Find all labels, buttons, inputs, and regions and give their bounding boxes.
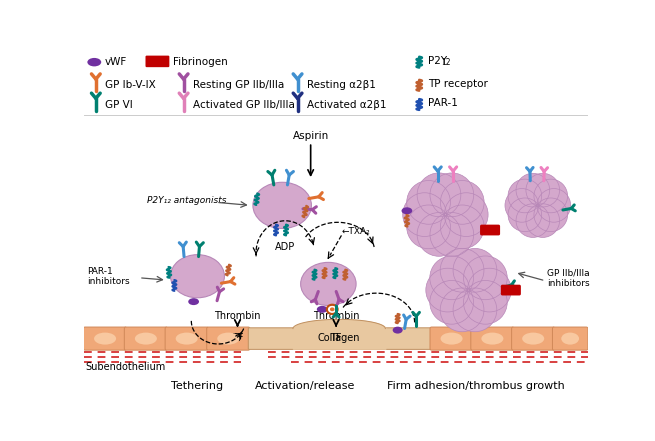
Text: Fibrinogen: Fibrinogen xyxy=(173,57,227,67)
Ellipse shape xyxy=(440,180,484,224)
Text: Tethering: Tethering xyxy=(172,381,223,391)
Text: PAR-1: PAR-1 xyxy=(428,98,458,108)
Text: Collagen: Collagen xyxy=(318,333,360,343)
Text: vWF: vWF xyxy=(105,57,127,67)
Ellipse shape xyxy=(526,173,559,207)
Text: ←TXA₂: ←TXA₂ xyxy=(341,227,370,236)
Ellipse shape xyxy=(188,298,199,305)
Ellipse shape xyxy=(441,333,462,344)
FancyBboxPatch shape xyxy=(165,327,208,350)
Ellipse shape xyxy=(505,189,538,222)
Text: GP IIb/IIIa
inhibitors: GP IIb/IIIa inhibitors xyxy=(547,269,590,288)
Text: PAR-1
inhibitors: PAR-1 inhibitors xyxy=(87,266,130,286)
Ellipse shape xyxy=(444,193,488,236)
Ellipse shape xyxy=(330,307,335,311)
Ellipse shape xyxy=(135,333,157,344)
Ellipse shape xyxy=(430,213,474,256)
Ellipse shape xyxy=(301,262,356,306)
FancyBboxPatch shape xyxy=(145,56,170,67)
FancyBboxPatch shape xyxy=(480,224,500,235)
Ellipse shape xyxy=(426,268,470,312)
Text: Resting α2β1: Resting α2β1 xyxy=(307,80,376,90)
Ellipse shape xyxy=(453,288,496,332)
Ellipse shape xyxy=(534,198,568,232)
Text: P2Y₁₂ antagonists: P2Y₁₂ antagonists xyxy=(147,196,226,205)
FancyBboxPatch shape xyxy=(501,285,521,295)
Ellipse shape xyxy=(417,173,461,217)
Ellipse shape xyxy=(170,254,225,298)
FancyBboxPatch shape xyxy=(512,327,555,350)
Text: Activated GP IIb/IIIa: Activated GP IIb/IIIa xyxy=(193,100,295,109)
Ellipse shape xyxy=(537,189,571,222)
Text: Resting GP IIb/IIIa: Resting GP IIb/IIIa xyxy=(193,80,284,90)
Text: Aspirin: Aspirin xyxy=(293,131,329,141)
Ellipse shape xyxy=(317,306,328,313)
Ellipse shape xyxy=(518,187,558,224)
Ellipse shape xyxy=(430,256,474,300)
Ellipse shape xyxy=(392,327,403,333)
Ellipse shape xyxy=(176,333,198,344)
FancyBboxPatch shape xyxy=(552,327,588,350)
Text: TP receptor: TP receptor xyxy=(428,79,487,89)
Text: Thrombin: Thrombin xyxy=(313,311,360,321)
Ellipse shape xyxy=(522,333,544,344)
FancyBboxPatch shape xyxy=(430,327,473,350)
Text: P2Y: P2Y xyxy=(428,56,447,66)
Ellipse shape xyxy=(440,248,484,292)
Text: Subendothelium: Subendothelium xyxy=(85,362,165,372)
Ellipse shape xyxy=(453,248,496,292)
Text: Activation/release: Activation/release xyxy=(255,381,356,391)
Ellipse shape xyxy=(419,191,472,239)
Ellipse shape xyxy=(402,207,412,214)
Ellipse shape xyxy=(217,333,239,344)
Text: GP VI: GP VI xyxy=(105,100,133,109)
Text: 12: 12 xyxy=(441,58,451,67)
Ellipse shape xyxy=(464,280,507,324)
Ellipse shape xyxy=(464,256,507,300)
Ellipse shape xyxy=(253,182,311,228)
Ellipse shape xyxy=(417,213,461,256)
FancyBboxPatch shape xyxy=(207,327,250,350)
Ellipse shape xyxy=(516,173,550,207)
Ellipse shape xyxy=(407,180,451,224)
Ellipse shape xyxy=(430,173,474,217)
Ellipse shape xyxy=(561,333,579,344)
Ellipse shape xyxy=(403,193,447,236)
Ellipse shape xyxy=(508,179,542,213)
Text: Activated α2β1: Activated α2β1 xyxy=(307,100,386,109)
Ellipse shape xyxy=(443,266,495,314)
Text: Firm adhesion/thrombus growth: Firm adhesion/thrombus growth xyxy=(387,381,565,391)
Ellipse shape xyxy=(94,333,116,344)
Ellipse shape xyxy=(516,204,550,237)
Ellipse shape xyxy=(440,288,484,332)
Text: TF: TF xyxy=(232,333,243,343)
Text: ADP: ADP xyxy=(275,242,295,252)
FancyBboxPatch shape xyxy=(124,327,168,350)
FancyBboxPatch shape xyxy=(84,327,126,350)
Ellipse shape xyxy=(430,280,474,324)
Text: Thrombin: Thrombin xyxy=(214,311,261,321)
Ellipse shape xyxy=(534,179,568,213)
Ellipse shape xyxy=(481,333,504,344)
Text: GP Ib-V-IX: GP Ib-V-IX xyxy=(105,80,156,90)
Ellipse shape xyxy=(508,198,542,232)
Ellipse shape xyxy=(87,58,102,67)
FancyBboxPatch shape xyxy=(248,328,431,349)
Ellipse shape xyxy=(407,205,451,249)
FancyBboxPatch shape xyxy=(471,327,514,350)
Ellipse shape xyxy=(468,268,511,312)
Ellipse shape xyxy=(440,205,484,249)
Text: TF: TF xyxy=(330,333,342,343)
Ellipse shape xyxy=(526,204,559,237)
